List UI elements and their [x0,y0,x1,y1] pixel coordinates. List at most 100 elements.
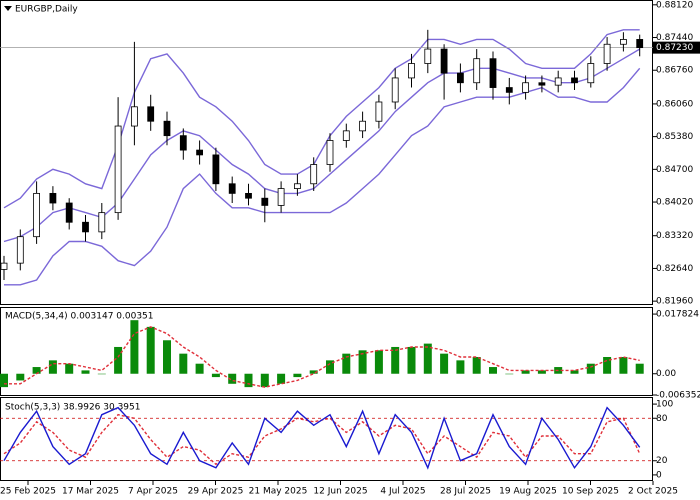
y-tick-label: 0.86060 [656,99,693,109]
macd-bar [570,370,579,374]
macd-bar [48,360,57,374]
stoch-title: Stoch(5,3,3) 38.9926 30.3951 [5,403,140,413]
last-price-label: 0.87230 [656,43,693,53]
candle-body [505,87,513,93]
candle-body [522,82,529,93]
candle-body [571,77,578,84]
candle-body [16,236,24,264]
candle-body [489,58,497,88]
macd-bar [97,373,106,375]
macd-bar [130,320,139,374]
candle-body [554,77,562,86]
x-tick-label: 2 Oct 2025 [628,487,678,497]
candle-body [179,135,187,151]
candle-body [603,43,611,64]
macd-bar [489,367,497,374]
candle-body [456,72,464,84]
candle-body [538,82,546,86]
macd-bar [537,370,546,374]
y-tick-label: 20 [656,456,668,466]
candle-body [440,48,448,74]
symbol-icon [4,6,12,11]
macd-bar [472,357,481,374]
macd-bar [228,373,237,384]
macd-bar [0,373,8,388]
candle-body [245,192,252,199]
candle-body [391,77,399,103]
candle-body [196,149,204,156]
macd-bar [358,350,367,374]
candle-body [375,101,383,122]
bollinger-band [3,29,640,209]
candle-body [114,125,122,214]
candle-body [277,188,285,206]
x-tick-label: 19 Aug 2025 [499,487,557,497]
macd-bar [309,370,318,374]
candle-body [620,39,627,45]
y-tick-label: 0.82640 [656,264,693,274]
bollinger-band [4,67,641,286]
macd-bar [16,373,25,381]
macd-bar [423,343,432,374]
candle-body [49,192,57,204]
y-tick-label: 80 [656,414,668,424]
macd-bar [179,353,188,374]
last-price-box [653,41,700,54]
y-tick-label: 0.85380 [656,132,693,142]
candle-body [293,183,301,189]
candle-body [228,183,236,194]
macd-bar [195,363,204,374]
candle-body [0,262,8,270]
x-tick-label: 25 Feb 2025 [0,487,56,497]
macd-bar [32,367,41,374]
y-tick-label: 0.86760 [656,66,693,76]
candle-body [408,63,415,79]
y-tick-label: 0.017824 [656,310,699,320]
macd-bar [146,326,155,374]
y-tick-label: 0.88120 [656,0,693,10]
stoch-main [3,406,641,470]
candle-body [359,120,367,132]
candle-body [163,120,171,137]
macd-bar [244,373,253,388]
candle-body [98,212,106,233]
macd-frame [0,307,653,396]
y-tick-label: 0.83320 [656,231,693,241]
stoch-frame [0,397,653,481]
main-title: EURGBP,Daily [15,5,78,15]
macd-bar [163,340,171,374]
candle-body [261,197,269,206]
macd-bar [293,373,302,378]
macd-bar [81,370,90,374]
x-tick-label: 10 Sep 2025 [562,487,619,497]
macd-bar [456,360,465,374]
macd-bar [391,346,400,374]
y-tick-label: 0.00 [656,369,676,379]
candle-body [82,221,89,233]
macd-bar [586,363,595,374]
macd-signal [4,326,640,388]
macd-bar [635,363,644,374]
macd-bar [603,357,612,374]
y-tick-label: 0.84020 [656,198,693,208]
macd-bar [505,373,514,375]
y-tick-label: 100 [656,400,673,410]
macd-bar [374,350,383,374]
candle-body [130,106,138,127]
candle-body [33,192,40,238]
candle-body [147,106,155,122]
candle-body [212,154,220,185]
x-tick-label: 17 Mar 2025 [62,487,119,497]
candle-body [326,140,334,165]
x-tick-label: 12 Jun 2025 [313,487,367,497]
macd-bar [619,357,628,374]
macd-title: MACD(5,34,4) 0.003147 0.00351 [5,312,154,322]
x-tick-label: 21 May 2025 [249,487,308,497]
macd-bar [326,360,334,374]
macd-bar [211,373,220,378]
y-tick-label: 0 [656,470,662,480]
candle-body [473,58,481,84]
macd-bar [521,370,530,374]
candle-body [636,39,644,49]
